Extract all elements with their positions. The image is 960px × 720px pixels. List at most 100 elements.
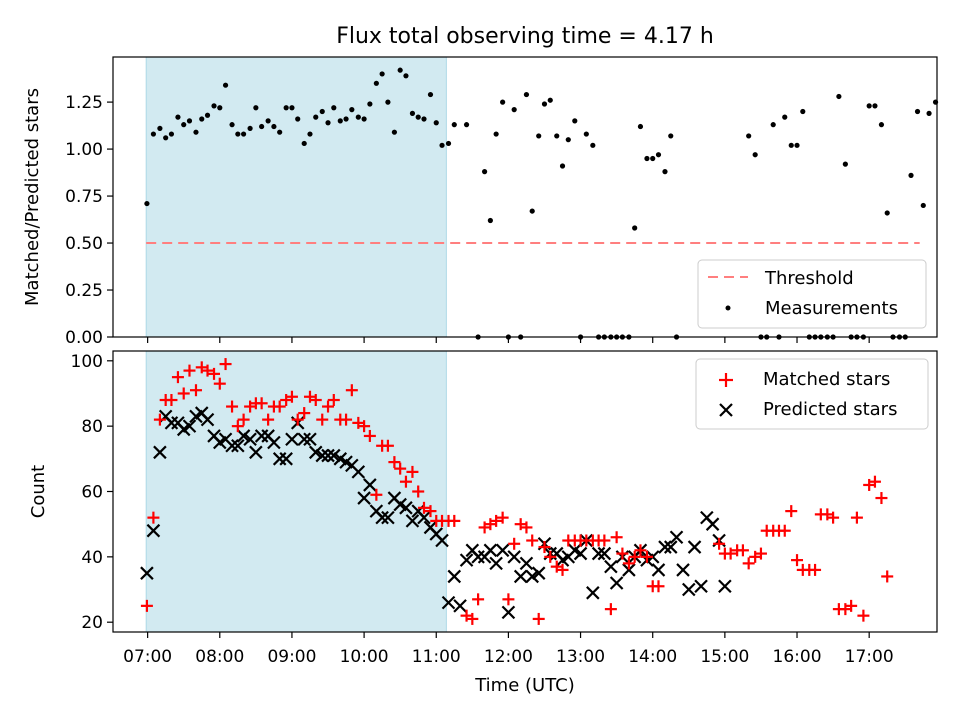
x-tick-label: 16:00 [773, 647, 822, 667]
matched-star-point [381, 439, 394, 452]
predicted-star-point [694, 579, 708, 594]
predicted-star-point [381, 510, 395, 525]
measurement-point [872, 103, 878, 109]
predicted-star-point [519, 556, 534, 571]
matched-star-point [448, 514, 461, 527]
measurement-point [289, 105, 295, 111]
measurement-point [427, 91, 434, 98]
predicted-star-point [609, 576, 624, 590]
measurement-point [253, 105, 259, 111]
predicted-star-point [591, 546, 606, 561]
predicted-star-point [279, 452, 293, 466]
matched-star-point [490, 514, 503, 527]
observing-span-bottom [145, 350, 447, 633]
x-tick-label: 13:00 [556, 647, 605, 667]
y-tick-label: 80 [81, 417, 103, 437]
predicted-star-point [267, 435, 281, 450]
matched-star-point [827, 511, 840, 524]
measurement-point [235, 131, 241, 137]
legend-matched-swatch [719, 373, 733, 387]
matched-star-point [628, 550, 641, 563]
measurement-point [157, 125, 163, 132]
measurement-point [421, 116, 427, 122]
matched-star-point [147, 511, 160, 524]
x-tick-label: 08:00 [195, 647, 244, 667]
measurement-point [259, 123, 265, 130]
measurement-point [199, 116, 205, 122]
y-tick-label: 0.50 [65, 234, 103, 254]
predicted-star-point [663, 540, 678, 554]
matched-star-point [713, 537, 726, 550]
matched-star-point [285, 390, 298, 403]
matched-star-point [532, 612, 545, 625]
star-count-series [140, 358, 894, 625]
measurement-point [926, 110, 932, 116]
measurement-point [295, 116, 301, 122]
matched-star-point [226, 400, 239, 413]
measurement-point [650, 155, 656, 162]
matched-star-point [165, 394, 178, 407]
matched-star-point [526, 534, 539, 547]
measurement-point [175, 114, 181, 120]
y-tick-label: 1.00 [65, 140, 103, 160]
matched-star-point [538, 541, 551, 554]
matched-star-point [406, 465, 419, 478]
measurement-point [211, 103, 217, 109]
matched-star-point [370, 488, 383, 501]
measurement-point [572, 118, 578, 124]
matched-star-point [544, 550, 557, 563]
top-y-axis-label: Matched/Predicted stars [22, 88, 43, 306]
matched-star-point [153, 413, 166, 426]
matched-star-point [622, 557, 635, 570]
predicted-star-point [182, 419, 197, 433]
predicted-star-point [231, 438, 245, 453]
measurement-point [186, 118, 193, 124]
measurement-point [794, 142, 800, 148]
measurement-point [668, 133, 674, 139]
predicted-star-point [441, 595, 456, 610]
measurement-point [547, 97, 553, 103]
measurement-point [842, 161, 848, 167]
measurement-point [493, 131, 499, 137]
measurement-point [373, 80, 379, 86]
matched-star-point [183, 364, 196, 377]
measurement-point [583, 131, 589, 137]
predicted-star-point [303, 432, 317, 446]
measurement-point [144, 200, 150, 207]
y-tick-label: 0.25 [65, 281, 103, 301]
matched-star-point [785, 505, 798, 518]
y-tick-label: 20 [81, 613, 103, 633]
measurement-point [523, 91, 530, 98]
measurement-point [325, 120, 331, 126]
measurement-point [746, 133, 752, 139]
measurement-point [415, 114, 421, 120]
predicted-star-point [200, 412, 215, 427]
measurement-point [529, 208, 535, 214]
matched-star-point [508, 537, 521, 550]
measurement-point [265, 118, 271, 124]
measurement-point [914, 108, 921, 115]
matched-star-point [298, 407, 311, 420]
predicted-star-point [705, 517, 720, 531]
predicted-star-point [297, 432, 311, 446]
measurement-point [355, 114, 361, 120]
x-tick-label: 10:00 [340, 647, 389, 667]
matched-star-point [520, 521, 533, 534]
bottom-plot-frame [112, 350, 938, 633]
matched-star-point [466, 612, 479, 625]
predicted-star-point [146, 523, 161, 538]
matched-star-point [736, 544, 749, 557]
measurement-point [878, 122, 885, 128]
measurement-point [307, 131, 313, 137]
top-y-axis: 0.00 0.25 0.50 0.75 1.00 1.25 [65, 93, 113, 348]
measurement-point [884, 210, 890, 216]
top-panel: 0.00 0.25 0.50 0.75 1.00 1.25 Matched/Predict… [22, 56, 939, 348]
top-legend: Threshold Measurements [697, 259, 927, 329]
predicted-star-point [321, 448, 335, 463]
measurement-point [866, 103, 872, 109]
predicted-star-point [315, 448, 330, 463]
measurement-point [637, 123, 644, 130]
measurement-point [770, 122, 776, 128]
matched-star-point [881, 570, 894, 583]
measurement-point [463, 122, 470, 128]
